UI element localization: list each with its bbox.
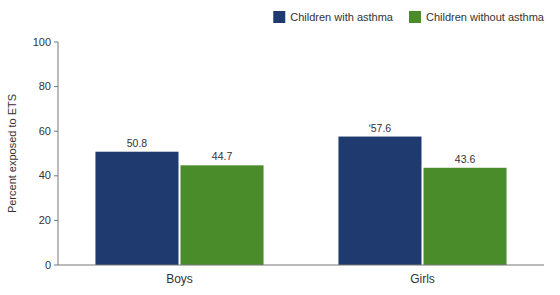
- tick-label: 100: [33, 36, 51, 48]
- bar: [181, 165, 264, 265]
- legend: Children with asthma Children without ast…: [273, 11, 545, 23]
- data-label: 50.8: [127, 137, 148, 149]
- data-label: 43.6: [455, 153, 476, 165]
- data-label: 44.7: [212, 150, 233, 162]
- legend-swatch: [273, 11, 285, 23]
- tick-mark: [54, 265, 58, 266]
- tick-label: 80: [39, 80, 51, 92]
- data-labels: 50.8 44.7 ʹ57.6 43.6: [127, 122, 476, 165]
- category-label: Girls: [410, 272, 435, 286]
- x-axis-line: [58, 265, 544, 266]
- tick-mark: [54, 220, 58, 221]
- tick-label: 60: [39, 125, 51, 137]
- tick-mark: [54, 175, 58, 176]
- y-axis: 0 20 40 60 80 100: [33, 36, 58, 271]
- tick-mark: [54, 42, 58, 43]
- bar: [338, 137, 421, 265]
- data-label: ʹ57.6: [369, 122, 392, 134]
- bar: [424, 168, 507, 265]
- category-label: Boys: [166, 272, 193, 286]
- y-axis-line: [58, 42, 59, 265]
- legend-swatch: [409, 11, 421, 23]
- tick-label: 40: [39, 169, 51, 181]
- tick-label: 0: [45, 259, 51, 271]
- tick-mark: [54, 86, 58, 87]
- legend-label: Children with asthma: [290, 11, 394, 23]
- bars: [95, 137, 506, 265]
- legend-item: Children without asthma: [409, 11, 545, 23]
- y-axis-label: Percent exposed to ETS: [6, 94, 18, 213]
- legend-label: Children without asthma: [426, 11, 545, 23]
- tick-label: 20: [39, 214, 51, 226]
- chart: 0 20 40 60 80 100 Percent exposed to ETS 50.8 44…: [0, 0, 560, 295]
- tick-mark: [54, 131, 58, 132]
- bar: [95, 152, 178, 265]
- legend-item: Children with asthma: [273, 11, 394, 23]
